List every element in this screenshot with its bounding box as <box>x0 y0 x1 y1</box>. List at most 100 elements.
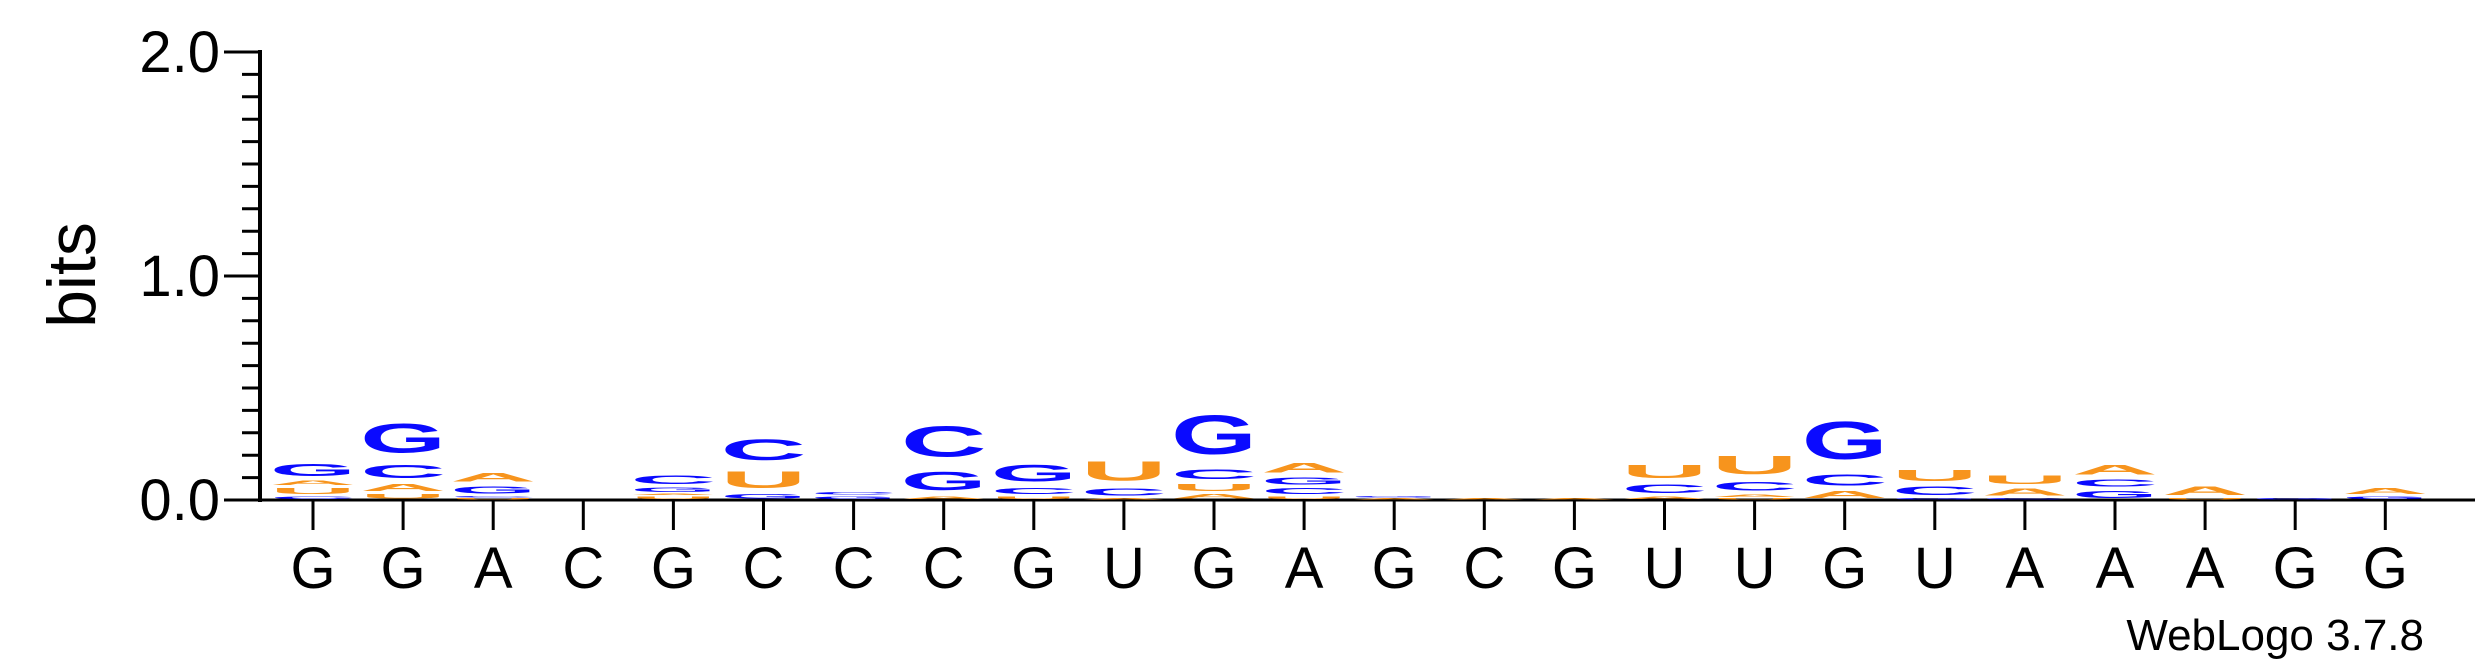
x-tick-label: G <box>1011 536 1056 601</box>
logo-letter-g: G <box>1892 498 1978 500</box>
x-ticks <box>311 500 2387 530</box>
logo-letter-c: C <box>811 491 897 495</box>
logo-letter-u: U <box>360 493 446 500</box>
x-tick-label: A <box>1285 536 1324 601</box>
logo-letter-a: A <box>360 482 446 493</box>
logo-letter-g: G <box>630 487 716 494</box>
logo-letter-a: A <box>1531 498 1617 500</box>
logo-letter-c: C <box>1802 471 1888 489</box>
logo-letter-a: A <box>450 471 536 484</box>
x-tick-label: G <box>381 536 426 601</box>
logo-letter-u: U <box>450 498 536 500</box>
logo-letter-u: U <box>991 496 1077 500</box>
logo-letter-u: U <box>1712 451 1798 480</box>
logo-letter-g: G <box>270 460 356 480</box>
axis-layer <box>258 50 2475 502</box>
x-tick-label: G <box>290 536 335 601</box>
x-tick-label: C <box>923 536 965 601</box>
logo-letter-u: U <box>1081 455 1167 486</box>
logo-letter-a: A <box>901 496 987 500</box>
logo-letter-g: G <box>1351 496 1437 498</box>
logo-letter-u: U <box>1622 462 1708 482</box>
logo-letter-a: A <box>1261 460 1347 476</box>
logo-letter-c: C <box>360 462 446 482</box>
logo-letter-c: C <box>1982 498 2068 500</box>
logo-letter-c: C <box>1081 487 1167 498</box>
logo-letter-c: C <box>2072 478 2158 489</box>
logo-letter-g: G <box>1802 411 1888 471</box>
logo-letter-g: G <box>811 495 897 500</box>
x-tick-label: G <box>1191 536 1236 601</box>
x-tick-label: C <box>833 536 875 601</box>
logo-letter-u: U <box>270 487 356 496</box>
y-ticks: 0.0 1.0 2.0 <box>139 20 260 533</box>
logo-letter-u: U <box>1712 498 1798 500</box>
logo-letter-a: A <box>1171 493 1257 500</box>
logo-letter-c: C <box>270 496 356 500</box>
logo-letter-g: G <box>2342 495 2428 500</box>
logo-letter-g: G <box>2072 489 2158 500</box>
x-tick-label: C <box>1463 536 1505 601</box>
logo-letter-c: C <box>1712 480 1798 493</box>
logo-letter-c: C <box>450 496 536 498</box>
x-tick-label: U <box>1734 536 1776 601</box>
logo-letter-a: A <box>1081 498 1167 500</box>
x-tick-label: U <box>1914 536 1956 601</box>
x-tick-label: U <box>1103 536 1145 601</box>
logo-letter-u: U <box>721 466 807 493</box>
x-tick-label: A <box>474 536 513 601</box>
y-tick-label: 2.0 <box>139 20 220 85</box>
x-tick-label: G <box>1822 536 1867 601</box>
logo-letter-c: C <box>1892 484 1978 497</box>
logo-letter-g: G <box>991 460 1077 487</box>
logo-letter-u: U <box>2162 498 2248 500</box>
x-tick-label: A <box>2096 536 2135 601</box>
logo-letter-u: U <box>630 496 716 500</box>
logo-letter-a: A <box>2072 462 2158 478</box>
logo-letter-c: C <box>991 487 1077 496</box>
logo-letters: CUAGUACGUCGAUAGCGUCGCAGCUCGACUAUCGUCGAAG… <box>270 404 2428 500</box>
x-tick-label: A <box>2006 536 2045 601</box>
x-tick-label: G <box>1552 536 1597 601</box>
logo-letter-a: A <box>1351 498 1437 500</box>
logo-letter-c: C <box>1261 487 1347 496</box>
logo-letter-g: G <box>1261 475 1347 486</box>
x-tick-label: G <box>1372 536 1417 601</box>
logo-letter-c: C <box>1171 466 1257 482</box>
x-tick-label: U <box>1644 536 1686 601</box>
logo-letter-g: G <box>450 484 536 495</box>
y-tick-label: 0.0 <box>139 468 220 533</box>
logo-letter-a: A <box>1441 498 1527 500</box>
logo-letter-a: A <box>1712 493 1798 497</box>
logo-letter-a: A <box>1622 496 1708 500</box>
logo-letter-g: G <box>1171 404 1257 467</box>
x-tick-label: A <box>2186 536 2225 601</box>
logo-letter-c: C <box>901 418 987 467</box>
logo-letter-a: A <box>1802 489 1888 500</box>
y-axis-label: bits <box>34 222 110 328</box>
x-tick-label: G <box>2273 536 2318 601</box>
logo-letter-c: C <box>630 473 716 486</box>
logo-letter-c: C <box>1621 482 1707 495</box>
logo-letter-g: G <box>901 466 987 495</box>
logo-letter-a: A <box>2162 484 2248 497</box>
logo-letter-a: A <box>1982 487 2068 498</box>
x-tick-label: G <box>2363 536 2408 601</box>
logo-letter-c: C <box>720 433 806 467</box>
logo-letter-g: G <box>360 415 446 462</box>
logo-letter-u: U <box>1171 482 1257 493</box>
logo-letter-a: A <box>270 480 356 487</box>
logo-letter-u: U <box>1892 466 1978 484</box>
credit-label: WebLogo 3.7.8 <box>2126 611 2424 660</box>
x-tick-label: C <box>743 536 785 601</box>
logo-letter-g: G <box>2252 498 2338 500</box>
logo-letter-g: G <box>721 493 807 500</box>
logo-letter-a: A <box>2342 487 2428 496</box>
x-tick-label: G <box>651 536 696 601</box>
y-tick-label: 1.0 <box>139 244 220 309</box>
x-tick-label: C <box>562 536 604 601</box>
logo-letter-u: U <box>1261 496 1347 500</box>
